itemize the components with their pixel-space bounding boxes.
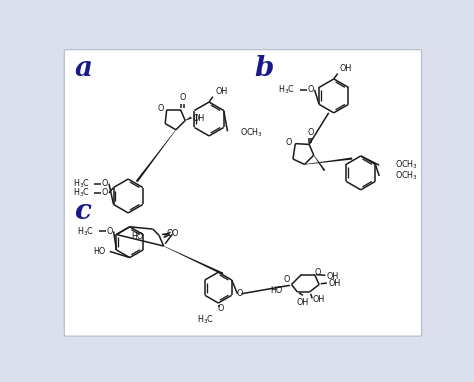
Text: b: b (255, 55, 274, 82)
Text: OH: OH (297, 298, 309, 308)
Text: H$_3$C: H$_3$C (77, 225, 94, 238)
Text: OCH$_3$: OCH$_3$ (395, 170, 418, 182)
Text: O: O (107, 227, 113, 236)
Text: O: O (286, 138, 292, 147)
Polygon shape (164, 246, 223, 275)
Text: H$_3$C: H$_3$C (73, 187, 90, 199)
Text: O: O (218, 304, 224, 313)
Text: H$_3$C: H$_3$C (197, 314, 214, 326)
Text: H$_3$C: H$_3$C (73, 177, 90, 190)
Text: O: O (308, 85, 314, 94)
Text: OH: OH (313, 295, 325, 304)
Text: O: O (180, 93, 186, 102)
Text: OH: OH (328, 278, 341, 288)
Polygon shape (314, 155, 325, 171)
Text: O: O (308, 128, 314, 137)
Text: H$_3$C: H$_3$C (278, 84, 295, 96)
Text: O: O (102, 179, 108, 188)
Text: OH: OH (215, 87, 228, 96)
Text: OCH$_3$: OCH$_3$ (395, 159, 418, 172)
Text: O: O (157, 104, 164, 113)
Text: O: O (237, 289, 243, 298)
Text: a: a (74, 55, 92, 82)
Text: c: c (74, 197, 91, 225)
FancyBboxPatch shape (64, 50, 421, 336)
Text: OCH$_3$: OCH$_3$ (240, 126, 263, 139)
Polygon shape (185, 117, 192, 121)
Text: HO: HO (131, 232, 144, 241)
Text: OH: OH (327, 272, 339, 280)
Text: O: O (166, 229, 173, 238)
Text: O: O (283, 275, 290, 285)
Text: OH: OH (340, 64, 352, 73)
Text: O: O (314, 268, 321, 277)
Text: O: O (102, 188, 108, 197)
Text: HO: HO (270, 286, 282, 295)
Polygon shape (136, 129, 176, 182)
Polygon shape (304, 157, 352, 165)
Text: HO: HO (93, 247, 105, 256)
Text: O: O (171, 229, 178, 238)
Text: OH: OH (192, 115, 204, 123)
